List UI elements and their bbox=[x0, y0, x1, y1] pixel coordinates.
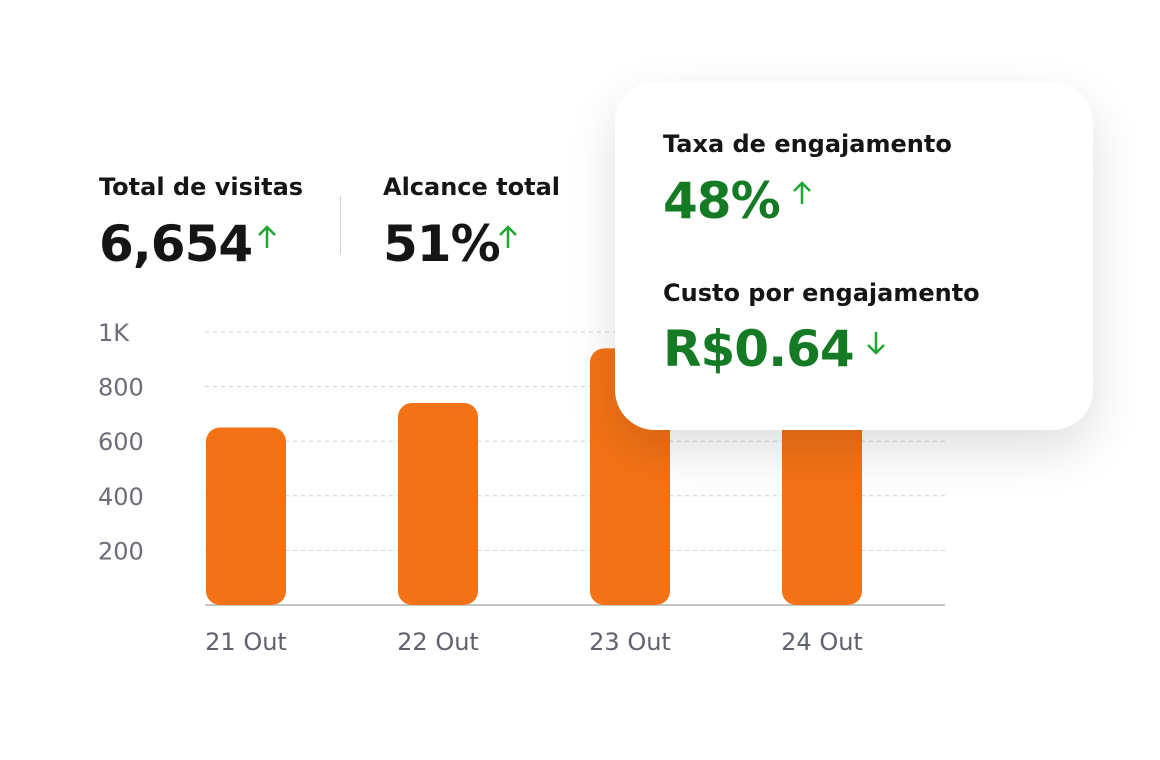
y-tick-label: 800 bbox=[98, 374, 144, 402]
trend-up-icon bbox=[258, 225, 276, 248]
card-label: Custo por engajamento bbox=[663, 279, 980, 307]
card-value: R$0.64 bbox=[663, 320, 855, 378]
kpi-label: Total de visitas bbox=[99, 173, 304, 201]
y-tick-label: 1K bbox=[98, 319, 130, 347]
x-tick-label: 23 Out bbox=[589, 628, 671, 656]
bar bbox=[206, 427, 286, 605]
kpi-label: Alcance total bbox=[383, 173, 561, 201]
kpi-value: 51% bbox=[383, 215, 501, 273]
trend-up-icon bbox=[793, 181, 811, 204]
y-tick-label: 200 bbox=[98, 537, 144, 565]
divider bbox=[340, 196, 341, 254]
card-value: 48% bbox=[663, 172, 781, 230]
trend-up-icon bbox=[499, 225, 517, 248]
bar bbox=[398, 402, 478, 605]
trend-down-icon bbox=[867, 332, 885, 355]
y-tick-label: 600 bbox=[98, 428, 144, 456]
kpi-value: 6,654 bbox=[99, 215, 253, 273]
card-label: Taxa de engajamento bbox=[663, 130, 952, 158]
engagement-card: Taxa de engajamento 48% Custo por engaja… bbox=[615, 82, 1093, 430]
x-tick-label: 21 Out bbox=[205, 628, 287, 656]
y-tick-label: 400 bbox=[98, 483, 144, 511]
x-tick-label: 22 Out bbox=[397, 628, 479, 656]
x-tick-label: 24 Out bbox=[781, 628, 863, 656]
